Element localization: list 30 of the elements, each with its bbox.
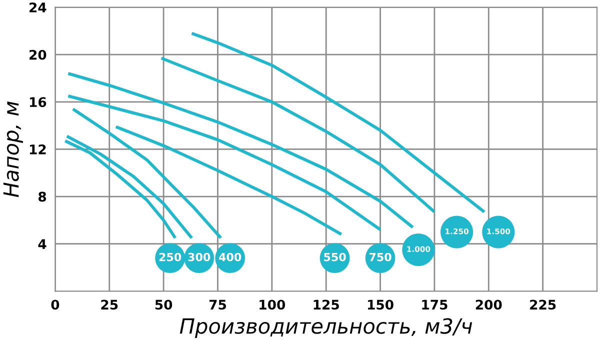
x-tick-label: 75 [209, 300, 226, 310]
x-tick-label: 200 [476, 300, 502, 310]
line-series [65, 134, 194, 240]
y-tick-label: 8 [38, 192, 46, 202]
x-tick-label: 175 [422, 300, 448, 310]
y-tick-label: 20 [30, 50, 46, 60]
line-series [160, 56, 436, 214]
y-tick-label: 16 [30, 97, 46, 108]
x-tick-label: 125 [314, 300, 339, 310]
y-tick-label: 4 [38, 239, 46, 249]
annotation: 250 [159, 252, 182, 262]
x-axis-title: Производительность, м3/ч [180, 318, 472, 338]
y-axis-title: Напор, м [3, 102, 23, 198]
x-tick-label: 25 [101, 300, 118, 310]
y-tick-label: 24 [30, 2, 46, 12]
y-tick-label: 12 [30, 144, 46, 154]
x-tick-label: 225 [530, 300, 556, 310]
annotation: 550 [324, 252, 346, 262]
line-series [66, 72, 414, 229]
annotation: 300 [188, 252, 210, 262]
line-series [66, 94, 382, 232]
annotation: 750 [369, 252, 392, 262]
line-series [71, 107, 222, 240]
x-tick-label: 150 [368, 300, 394, 310]
line-series [114, 125, 343, 236]
annotation: 400 [218, 252, 242, 262]
x-tick-label: 0 [51, 300, 60, 310]
x-tick-label: 100 [260, 300, 286, 310]
line-series [190, 32, 486, 214]
x-tick-label: 50 [155, 300, 172, 310]
